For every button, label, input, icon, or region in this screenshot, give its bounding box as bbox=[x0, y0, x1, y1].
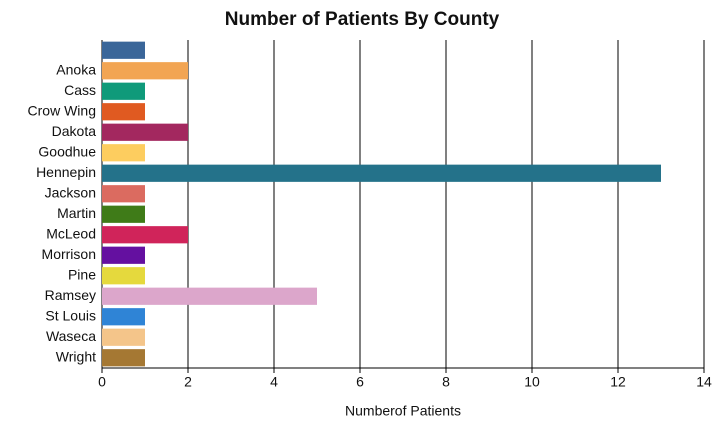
bar bbox=[102, 41, 145, 59]
bar bbox=[102, 246, 145, 264]
y-tick-label: Martin bbox=[57, 205, 96, 221]
y-tick-label: Jackson bbox=[45, 184, 96, 200]
y-tick-label: Ramsey bbox=[45, 287, 96, 303]
bar bbox=[102, 328, 145, 346]
x-tick-label: 0 bbox=[98, 374, 106, 390]
y-tick-label: Anoka bbox=[56, 61, 96, 77]
bar bbox=[102, 205, 145, 223]
bar bbox=[102, 82, 145, 100]
y-tick-label: Crow Wing bbox=[28, 102, 96, 118]
bar bbox=[102, 349, 145, 367]
y-tick-label: Morrison bbox=[42, 246, 96, 262]
y-tick-label: Wright bbox=[56, 348, 96, 364]
chart-title: Number of Patients By County bbox=[225, 9, 500, 30]
bar bbox=[102, 103, 145, 121]
bar bbox=[102, 62, 188, 80]
y-tick-label: Cass bbox=[64, 82, 96, 98]
x-axis-label: Numberof Patients bbox=[345, 403, 461, 419]
y-tick-label: Pine bbox=[68, 266, 96, 282]
x-tick-label: 2 bbox=[184, 374, 192, 390]
x-tick-label: 10 bbox=[524, 374, 540, 390]
x-tick-label: 4 bbox=[270, 374, 278, 390]
bar bbox=[102, 144, 145, 162]
bar bbox=[102, 123, 188, 141]
bar bbox=[102, 287, 317, 305]
x-tick-label: 8 bbox=[442, 374, 450, 390]
bar bbox=[102, 164, 661, 182]
y-tick-label: Waseca bbox=[46, 328, 96, 344]
x-tick-label: 6 bbox=[356, 374, 364, 390]
x-tick-label: 14 bbox=[696, 374, 712, 390]
bar bbox=[102, 226, 188, 244]
bar bbox=[102, 185, 145, 203]
y-tick-label: Dakota bbox=[52, 123, 97, 139]
bar bbox=[102, 267, 145, 285]
y-tick-label: St Louis bbox=[45, 307, 96, 323]
y-tick-label: Goodhue bbox=[38, 143, 96, 159]
x-tick-label: 12 bbox=[610, 374, 626, 390]
y-tick-label: Hennepin bbox=[36, 164, 96, 180]
y-tick-label: McLeod bbox=[46, 225, 96, 241]
bar bbox=[102, 308, 145, 326]
